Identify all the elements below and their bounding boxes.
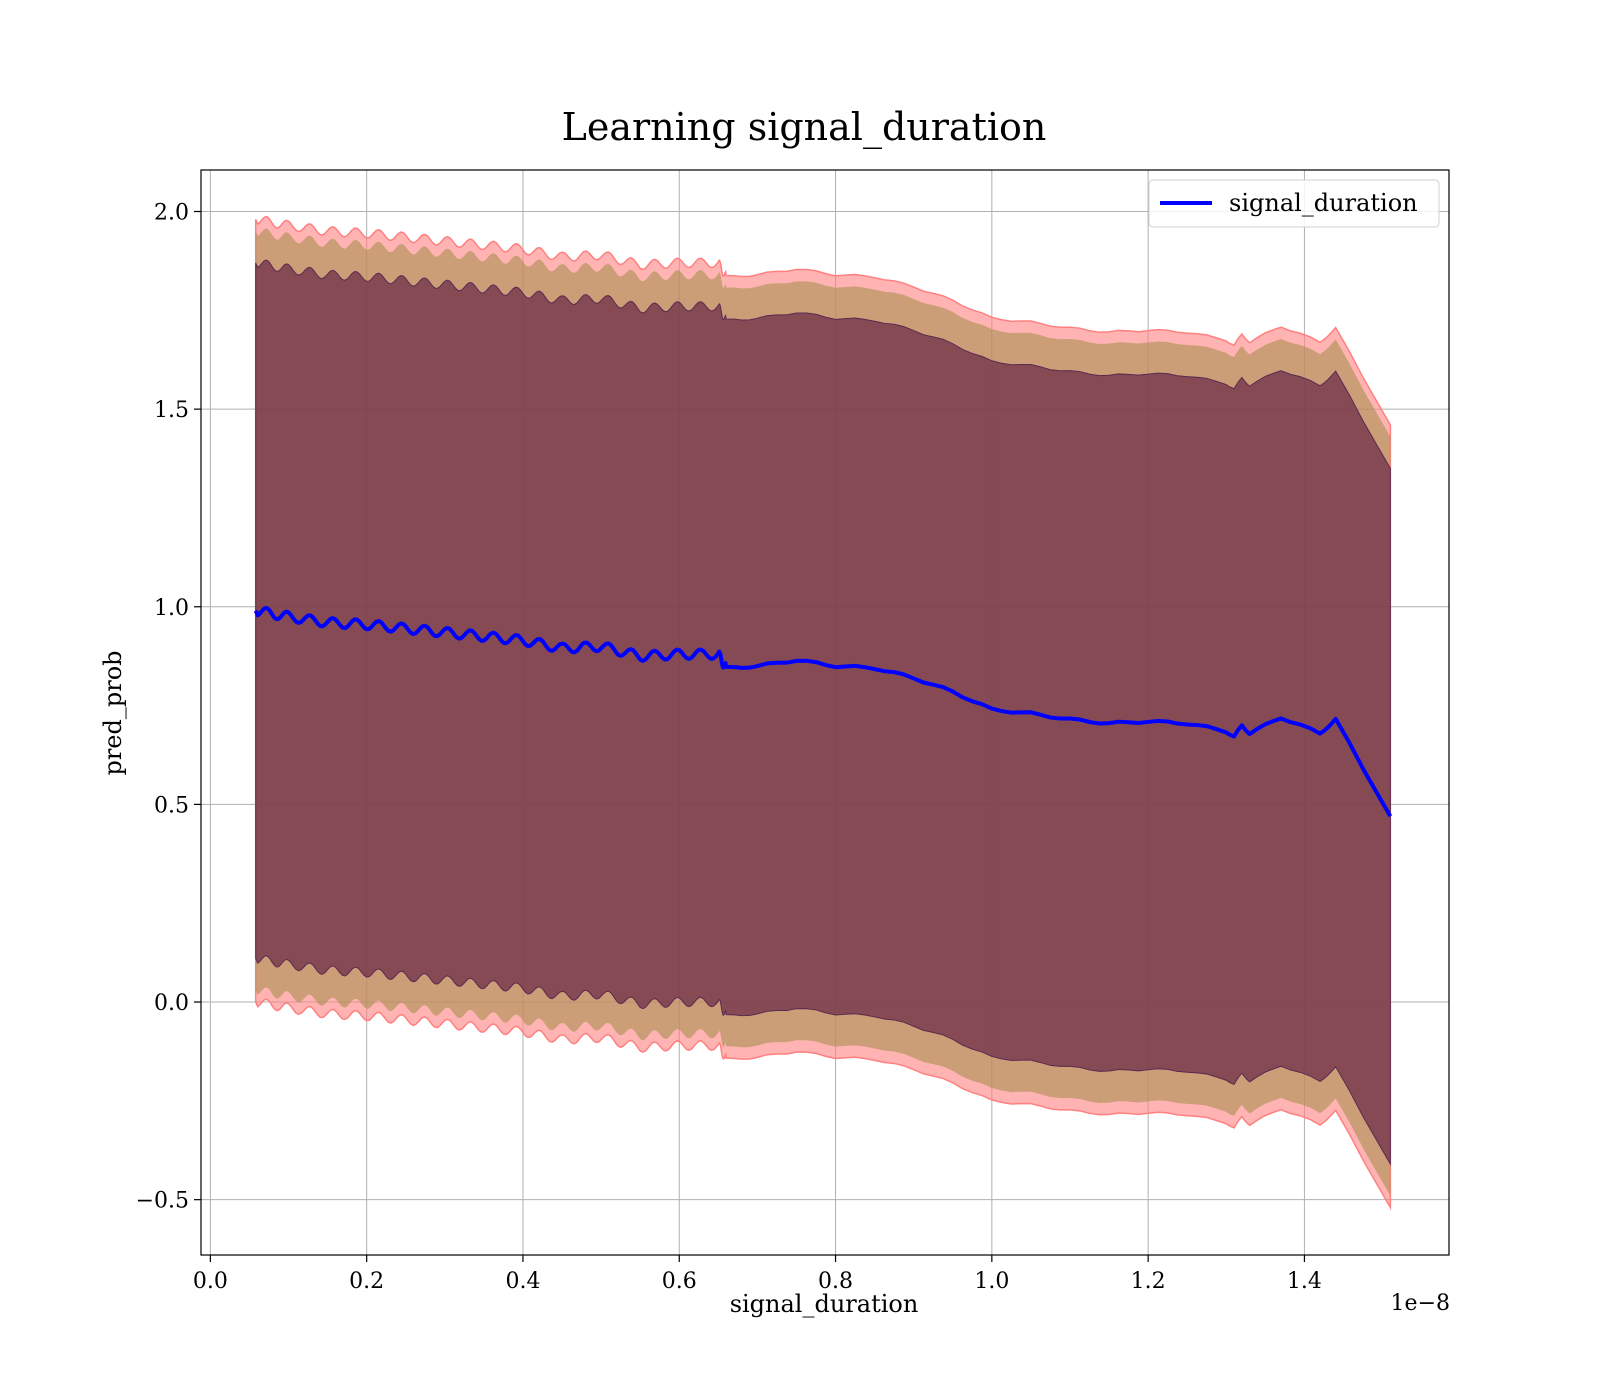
x-tick-label: 1.2 xyxy=(1131,1269,1166,1294)
y-tick-label: 1.0 xyxy=(154,596,189,621)
y-tick-label: 0.0 xyxy=(154,991,189,1016)
x-tick-label: 0.4 xyxy=(505,1269,540,1294)
series-lines xyxy=(253,605,1393,818)
error-bands xyxy=(254,215,1392,1211)
legend-entry-label: signal_duration xyxy=(1229,189,1418,217)
y-tick-label: 0.5 xyxy=(154,793,189,818)
chart-title: Learning signal_duration xyxy=(562,105,1047,150)
y-tick-label: −0.5 xyxy=(136,1189,189,1214)
x-tick-label: 0.8 xyxy=(818,1269,853,1294)
x-tick-label: 0.2 xyxy=(349,1269,384,1294)
x-axis-offset-label: 1e−8 xyxy=(1391,1291,1450,1316)
plot-frame xyxy=(200,169,1450,1256)
ticks: 0.0 0.2 0.4 0.6 0.8 1.0 1.2 1.4 −0.5 0.0 0.5 1.0 1.5… xyxy=(136,201,1322,1294)
x-axis-label: signal_duration xyxy=(730,1290,919,1318)
legend-box xyxy=(1148,179,1440,228)
x-tick-label: 0.0 xyxy=(193,1269,228,1294)
y-tick-label: 2.0 xyxy=(154,201,189,226)
legend: signal_duration xyxy=(1148,179,1440,228)
y-axis-label: pred_prob xyxy=(99,650,127,775)
x-tick-label: 1.0 xyxy=(974,1269,1009,1294)
band-inner xyxy=(255,259,1391,1166)
series-line-signal-duration xyxy=(253,605,1393,818)
x-tick-label: 0.6 xyxy=(662,1269,697,1294)
x-tick-label: 1.4 xyxy=(1287,1269,1322,1294)
y-tick-label: 1.5 xyxy=(154,398,189,423)
